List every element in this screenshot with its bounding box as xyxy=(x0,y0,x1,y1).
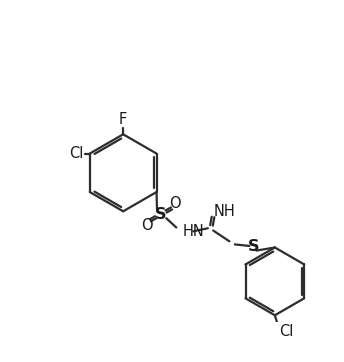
Text: F: F xyxy=(119,111,127,127)
Text: NH: NH xyxy=(214,204,236,219)
Text: O: O xyxy=(141,218,153,233)
Text: S: S xyxy=(155,207,166,222)
Text: O: O xyxy=(169,196,181,211)
Text: S: S xyxy=(248,239,259,254)
Text: Cl: Cl xyxy=(279,324,293,340)
Text: Cl: Cl xyxy=(69,146,84,161)
Text: HN: HN xyxy=(182,224,204,239)
